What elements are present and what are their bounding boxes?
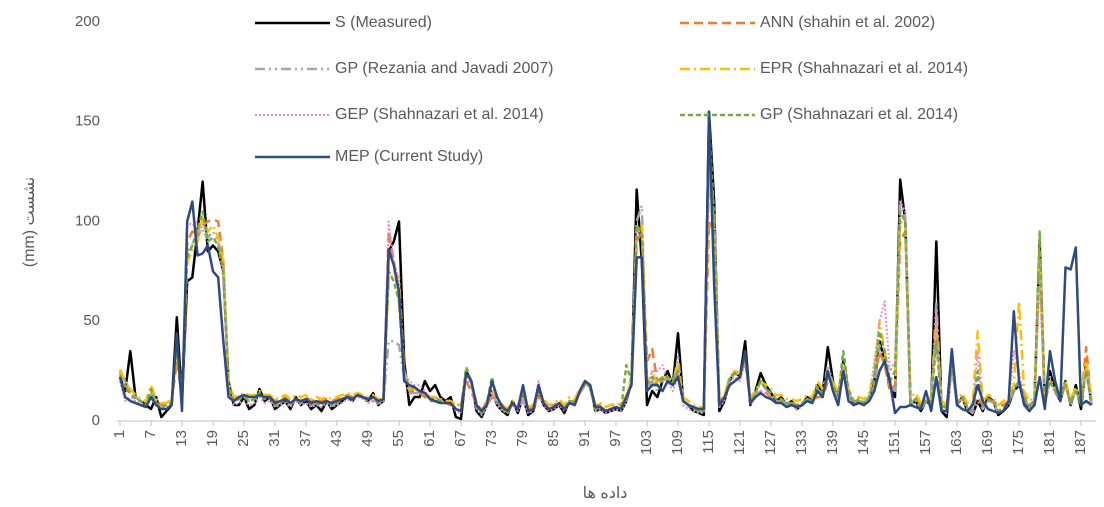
x-tick-label: 49 <box>359 430 376 447</box>
x-tick-label: 7 <box>142 430 159 438</box>
legend-label: MEP (Current Study) <box>335 148 483 165</box>
x-tick-label: 37 <box>297 430 314 447</box>
x-tick-label: 127 <box>762 430 779 455</box>
x-tick-label: 13 <box>173 430 190 447</box>
x-tick-label: 25 <box>235 430 252 447</box>
x-axis-title: داده ها <box>583 485 628 502</box>
x-tick-label: 97 <box>607 430 624 447</box>
x-tick-label: 55 <box>390 430 407 447</box>
x-tick-label: 61 <box>421 430 438 447</box>
y-tick-label: 50 <box>83 312 100 329</box>
y-tick-label: 100 <box>75 212 100 229</box>
x-tick-label: 151 <box>886 430 903 455</box>
x-tick-label: 67 <box>452 430 469 447</box>
x-tick-label: 115 <box>700 430 717 454</box>
legend-label: GP (Rezania and Javadi 2007) <box>335 60 554 77</box>
series-line <box>118 218 1093 411</box>
x-tick-label: 187 <box>1072 430 1089 455</box>
y-tick-label: 0 <box>92 412 100 429</box>
y-axis-title: (mm) نشست <box>21 177 38 267</box>
x-tick-label: 181 <box>1041 430 1058 455</box>
x-tick-label: 175 <box>1010 430 1027 455</box>
series-line <box>118 160 1093 415</box>
legend-label: GEP (Shahnazari et al. 2014) <box>335 106 544 123</box>
x-tick-label: 31 <box>266 430 283 447</box>
series-line <box>118 180 1093 411</box>
legend-label: EPR (Shahnazari et al. 2014) <box>760 60 968 77</box>
y-tick-label: 200 <box>75 13 100 30</box>
series-line <box>119 170 1093 417</box>
x-tick-label: 103 <box>638 430 655 455</box>
x-tick-label: 19 <box>204 430 221 447</box>
x-tick-label: 163 <box>948 430 965 455</box>
x-tick-label: 43 <box>328 430 345 447</box>
x-tick-label: 85 <box>545 430 562 447</box>
y-tick-label: 150 <box>75 113 100 130</box>
x-tick-label: 73 <box>483 430 500 447</box>
legend-label: S (Measured) <box>335 14 432 31</box>
x-tick-label: 139 <box>824 430 841 455</box>
x-tick-label: 133 <box>793 430 810 455</box>
x-tick-label: 79 <box>514 430 531 447</box>
x-tick-label: 109 <box>669 430 686 455</box>
legend-label: ANN (shahin et al. 2002) <box>760 14 935 31</box>
x-tick-label: 121 <box>731 430 748 455</box>
x-tick-label: 157 <box>917 430 934 455</box>
x-tick-label: 91 <box>576 430 593 447</box>
series-line <box>118 120 1093 415</box>
x-tick-label: 145 <box>855 430 872 455</box>
x-tick-label: 169 <box>979 430 996 455</box>
x-tick-label: 1 <box>111 430 128 438</box>
legend-label: GP (Shahnazari et al. 2014) <box>760 106 958 123</box>
series-line <box>118 110 1093 415</box>
